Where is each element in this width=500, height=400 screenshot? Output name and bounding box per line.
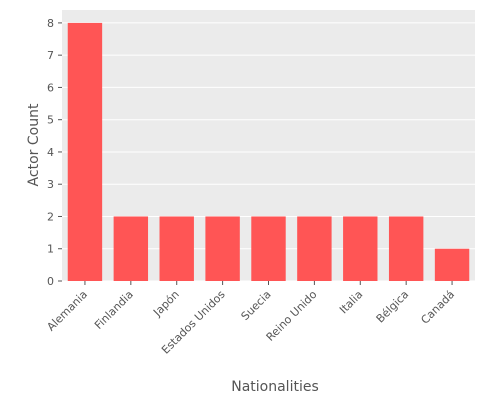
bar-canadá (434, 248, 470, 281)
x-tick-label: Finlandia (92, 288, 136, 332)
bar-japón (159, 216, 194, 281)
bar-bélgica (388, 216, 424, 281)
bar-reino-unido (297, 216, 332, 281)
y-tick-label-8: 8 (47, 17, 54, 30)
bar-italia (343, 216, 378, 281)
y-tick-label-1: 1 (47, 243, 54, 256)
bar-suecia (251, 216, 286, 281)
y-tick-labels: 0 1 2 3 4 5 6 7 8 (47, 17, 62, 288)
x-tick-label: Italia (337, 288, 365, 316)
y-tick-label-3: 3 (47, 178, 54, 191)
x-axis-label: Nationalities (231, 379, 319, 395)
x-tick-label: Bélgica (374, 288, 412, 326)
bars (67, 22, 470, 282)
y-tick-label-4: 4 (47, 146, 54, 159)
y-axis-label: Actor Count (26, 103, 42, 186)
y-tick-label-6: 6 (47, 81, 54, 94)
y-tick-label-7: 7 (47, 49, 54, 62)
x-tick-label: Canadá (418, 288, 457, 327)
x-tick-label: Alemania (44, 288, 90, 334)
y-tick-label-2: 2 (47, 210, 54, 223)
bar-estados-unidos (205, 216, 240, 281)
y-tick-label-5: 5 (47, 114, 54, 127)
x-tick-label: Japón (150, 288, 182, 320)
bar-alemania (67, 22, 103, 282)
x-tick-label: Suecia (239, 288, 274, 323)
bar-finlandia (113, 216, 149, 281)
y-tick-label-0: 0 (47, 275, 54, 288)
